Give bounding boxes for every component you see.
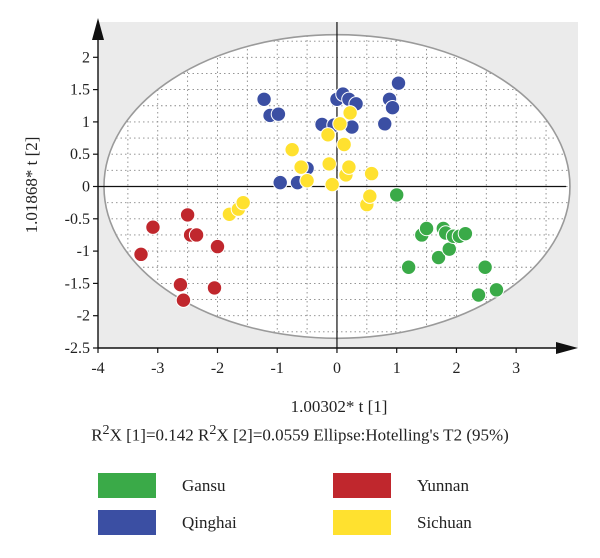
point-yunnan xyxy=(209,238,226,255)
point-yunnan xyxy=(206,280,223,296)
point-sichuan xyxy=(320,127,336,143)
point-yunnan xyxy=(175,292,192,308)
point-qinghai xyxy=(377,116,393,132)
x-tick-label: 3 xyxy=(512,360,520,377)
data-points xyxy=(133,75,505,308)
x-axis-arrow xyxy=(556,342,578,354)
point-yunnan xyxy=(172,276,189,293)
point-gansu xyxy=(418,220,435,237)
x-axis-label: 1.00302* t [1] xyxy=(291,397,388,416)
y-tick-labels: 2 1.5 1 0.5 0 -0.5 -1 -1.5 -2 -2.5 xyxy=(65,49,90,357)
point-qinghai xyxy=(390,75,407,91)
point-sichuan xyxy=(321,156,337,172)
point-sichuan xyxy=(324,176,340,193)
point-sichuan xyxy=(363,165,380,182)
legend-item-qinghai: Qinghai xyxy=(98,510,237,535)
point-yunnan xyxy=(188,227,205,243)
caption-part2: X [1]=0.142 R xyxy=(109,425,210,445)
caption-part1: R xyxy=(91,425,103,445)
point-gansu xyxy=(488,282,505,298)
point-gansu xyxy=(441,241,457,257)
legend-label-yunnan: Yunnan xyxy=(417,475,469,495)
legend-swatch-sichuan xyxy=(333,510,391,535)
x-tick-label: -4 xyxy=(91,360,104,377)
x-tick-label: -3 xyxy=(151,360,164,377)
y-tick-label: -1 xyxy=(77,243,90,260)
x-tick-label: 0 xyxy=(333,360,341,377)
axes xyxy=(92,18,578,354)
point-gansu xyxy=(430,249,447,266)
x-tick-label: 2 xyxy=(452,360,460,377)
legend-swatch-yunnan xyxy=(333,473,391,498)
point-sichuan xyxy=(342,105,358,121)
point-gansu xyxy=(470,287,487,303)
y-tick-label: -2.5 xyxy=(65,340,90,357)
y-tick-label: -1.5 xyxy=(65,275,90,292)
legend-swatch-qinghai xyxy=(98,510,156,535)
point-sichuan xyxy=(299,172,315,189)
y-tick-label: 1 xyxy=(82,114,90,131)
point-qinghai xyxy=(256,91,272,107)
x-tick-labels: -4 -3 -2 -1 0 1 2 3 xyxy=(91,360,520,377)
point-sichuan xyxy=(336,136,352,153)
x-tick-label: -1 xyxy=(271,360,284,377)
y-tick-label: 0.5 xyxy=(70,146,90,163)
scatter-plot: -4 -3 -2 -1 0 1 2 3 2 1.5 1 0.5 0 -0.5 -1 -1.5 -2 -2.5 1… xyxy=(22,18,578,416)
point-sichuan xyxy=(284,141,300,158)
x-tick-label: -2 xyxy=(211,360,224,377)
legend-item-sichuan: Sichuan xyxy=(333,510,472,535)
y-tick-label: -2 xyxy=(77,308,90,325)
caption-sup2: 2 xyxy=(209,422,217,438)
point-yunnan xyxy=(133,246,149,263)
point-qinghai xyxy=(270,106,287,122)
legend-swatch-gansu xyxy=(98,473,156,498)
point-yunnan xyxy=(179,207,196,223)
point-yunnan xyxy=(145,219,161,235)
point-sichuan xyxy=(341,159,357,175)
point-gansu xyxy=(457,225,474,242)
point-sichuan xyxy=(332,116,348,132)
model-caption: R2X [1]=0.142 R2X [2]=0.0559 Ellipse:Hot… xyxy=(0,422,600,446)
y-axis-label: 1.01868* t [2] xyxy=(22,137,41,234)
y-axis-arrow xyxy=(92,18,104,40)
point-sichuan xyxy=(235,194,251,211)
x-tick-label: 1 xyxy=(393,360,401,377)
point-gansu xyxy=(477,259,493,275)
point-sichuan xyxy=(362,188,378,204)
point-gansu xyxy=(389,187,405,203)
legend-label-sichuan: Sichuan xyxy=(417,512,472,532)
legend-label-gansu: Gansu xyxy=(182,475,226,495)
caption-sup1: 2 xyxy=(102,422,110,438)
y-tick-label: 1.5 xyxy=(70,82,90,99)
point-qinghai xyxy=(272,174,288,191)
y-tick-label: 2 xyxy=(82,49,90,66)
point-qinghai xyxy=(384,99,401,116)
legend-item-gansu: Gansu xyxy=(98,473,225,498)
legend-label-qinghai: Qinghai xyxy=(182,512,237,532)
y-tick-label: -0.5 xyxy=(65,211,90,228)
point-sichuan xyxy=(293,159,309,175)
y-tick-label: 0 xyxy=(82,179,90,196)
point-gansu xyxy=(400,259,417,275)
caption-part3: X [2]=0.0559 Ellipse:Hotelling's T2 (95%… xyxy=(216,425,509,445)
legend-item-yunnan: Yunnan xyxy=(333,473,469,498)
